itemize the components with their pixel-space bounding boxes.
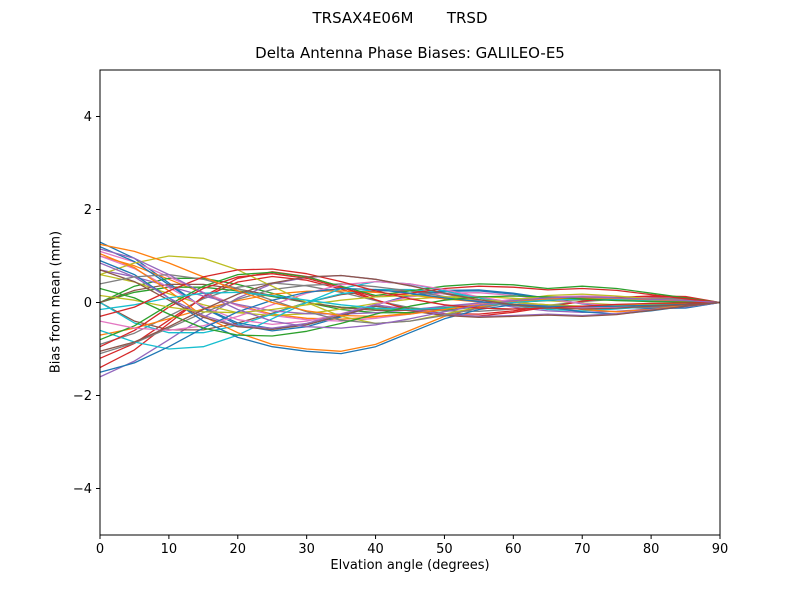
- series-line-bias-35: [99, 248, 721, 329]
- y-tick-label: 0: [84, 296, 92, 311]
- x-axis-label: Elvation angle (degrees): [330, 558, 490, 573]
- series-line-bias-22: [99, 253, 721, 352]
- x-tick-label: 70: [574, 542, 591, 557]
- series-line-bias-27: [99, 280, 721, 332]
- x-tick-label: 60: [505, 542, 522, 557]
- y-tick-label: −2: [73, 389, 92, 404]
- x-tick-label: 20: [230, 542, 247, 557]
- chart-title: Delta Antenna Phase Biases: GALILEO-E5: [255, 44, 565, 62]
- axes-border: [99, 69, 721, 536]
- series-line-bias-34: [99, 268, 721, 318]
- x-tick-label: 90: [712, 542, 729, 557]
- y-tick-label: −4: [73, 482, 92, 497]
- y-tick-label: 2: [84, 203, 92, 218]
- y-tick-label: 4: [84, 110, 92, 125]
- x-tick-label: 80: [643, 542, 660, 557]
- x-tick-label: 10: [161, 542, 178, 557]
- series-line-bias-36: [99, 274, 721, 352]
- x-tick-label: 30: [298, 542, 315, 557]
- figure-suptitle: TRSAX4E06M TRSD: [312, 9, 488, 27]
- series-line-bias-33: [99, 287, 721, 337]
- series-line-bias-23: [99, 271, 721, 341]
- series-line-bias-26: [99, 269, 721, 331]
- x-tick-label: 0: [96, 542, 104, 557]
- x-tick-label: 50: [436, 542, 453, 557]
- x-tick-label: 40: [367, 542, 384, 557]
